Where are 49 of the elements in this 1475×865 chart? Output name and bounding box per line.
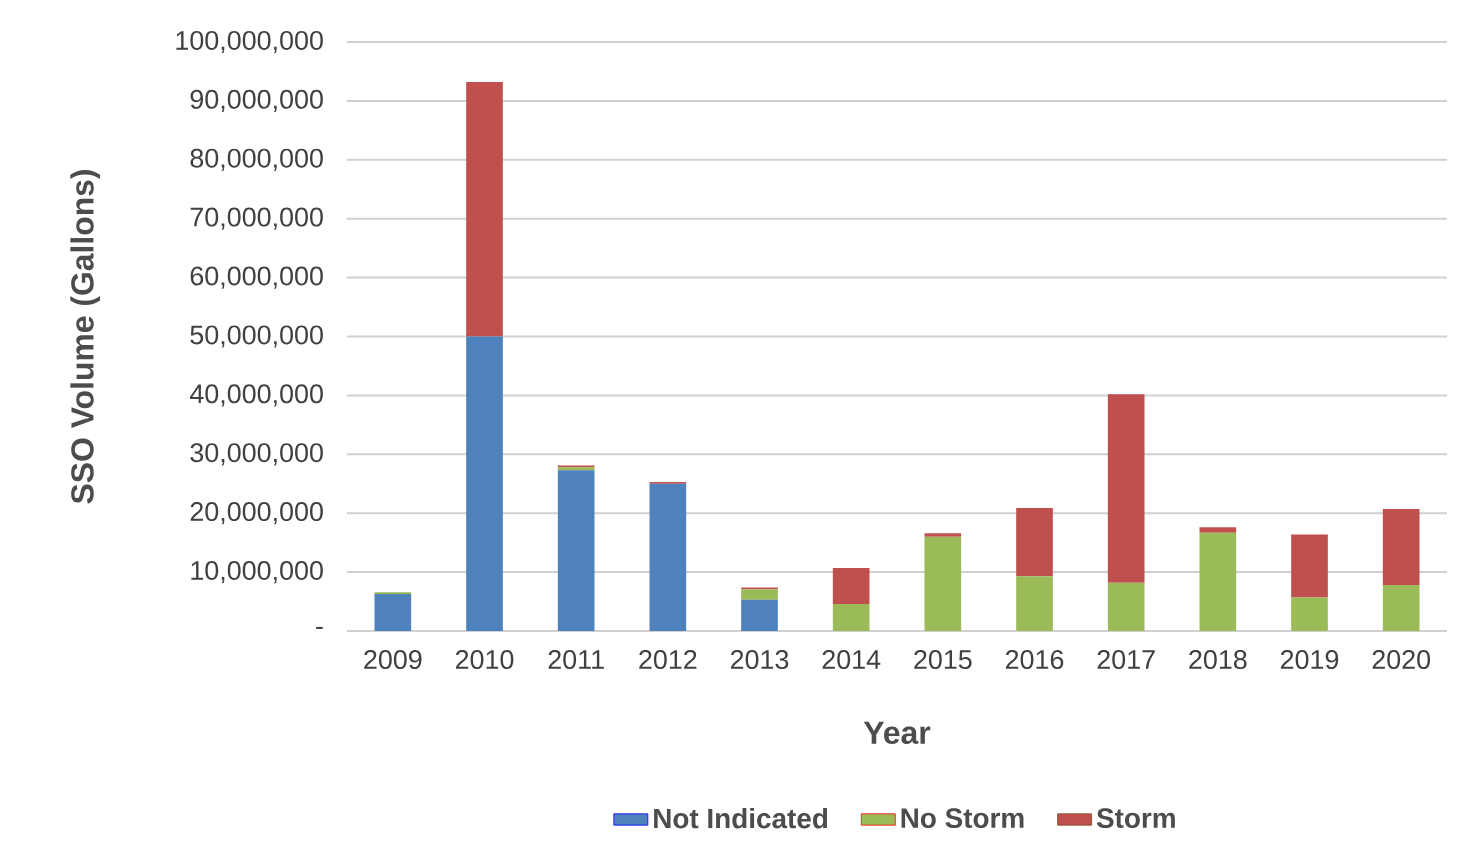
bar	[649, 483, 687, 631]
y-tick-label: 80,000,000	[190, 148, 323, 171]
x-tick-label: 2020	[1372, 650, 1431, 670]
bar	[466, 82, 503, 337]
bar	[1107, 394, 1145, 583]
x-tick-label: 2011	[548, 650, 604, 670]
x-tick-label: 2016	[1005, 650, 1064, 670]
y-tick-label: 30,000,000	[190, 443, 323, 466]
bar	[1382, 509, 1420, 586]
y-tick-label: 90,000,000	[190, 89, 323, 112]
x-tick-label: 2015	[914, 650, 972, 670]
legend-label: No Storm	[901, 808, 1024, 829]
bar	[1199, 527, 1237, 533]
bar	[1291, 597, 1328, 631]
bar	[924, 536, 962, 631]
y-tick-label: 10,000,000	[191, 560, 323, 584]
x-tick-label: 2012	[639, 650, 697, 670]
bar	[1382, 585, 1420, 631]
bar	[1016, 576, 1053, 631]
legend-label: Not Indicated	[654, 807, 828, 829]
x-axis-title: Year	[863, 721, 931, 745]
x-tick-label: 2018	[1189, 650, 1247, 670]
bar	[741, 599, 778, 631]
bar	[1107, 582, 1145, 631]
bar	[832, 567, 870, 604]
legend-label: Storm	[1096, 808, 1175, 829]
y-tick-label: 40,000,000	[189, 384, 323, 407]
bar	[1291, 534, 1328, 598]
bar	[832, 603, 870, 631]
bar	[741, 589, 778, 600]
x-tick-label: 2017	[1097, 650, 1155, 670]
bar	[557, 470, 595, 631]
bar	[374, 593, 412, 631]
x-tick-label: 2019	[1280, 650, 1339, 670]
x-tick-label: 2009	[364, 650, 422, 670]
y-tick-label: 100,000,000	[176, 30, 323, 54]
x-tick-label: 2014	[822, 650, 881, 670]
x-tick-label: 2013	[730, 650, 789, 670]
y-tick-label: 70,000,000	[190, 207, 323, 230]
x-tick-label: 2010	[455, 650, 514, 670]
y-tick-label: 20,000,000	[190, 502, 323, 525]
bar	[1199, 532, 1237, 631]
y-tick-label: 50,000,000	[190, 325, 323, 348]
bar	[1016, 507, 1053, 577]
bar	[924, 533, 962, 537]
y-tick-label: 60,000,000	[190, 266, 323, 289]
y-tick-label: -	[316, 626, 323, 629]
y-axis-title: SSO Volume (Gallons)	[70, 170, 101, 504]
bar	[466, 336, 503, 631]
